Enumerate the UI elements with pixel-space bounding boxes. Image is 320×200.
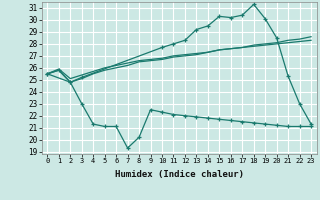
X-axis label: Humidex (Indice chaleur): Humidex (Indice chaleur) — [115, 170, 244, 179]
